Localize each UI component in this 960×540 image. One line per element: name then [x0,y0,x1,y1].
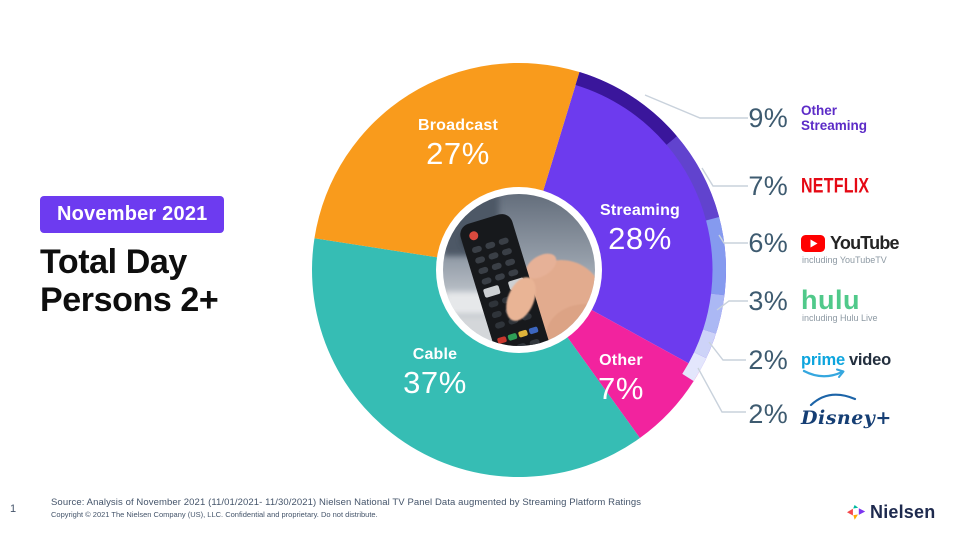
leader-hulu [716,300,748,311]
broadcast-pct: 27% [426,136,490,171]
other-streaming-pct-label: 9% [748,102,788,133]
ring-arc-disney [682,352,707,382]
streaming-name: Streaming [599,202,681,219]
ring-arc-other-streaming [575,72,677,145]
broadcast-name: Broadcast [417,117,499,134]
legend-row-netflix: 7% NETFLIX [742,164,886,208]
leader-lines [644,94,748,413]
youtube-pct-label: 6% [748,227,788,258]
title-line1: Total Day [40,243,187,281]
disney-plus-logo: Disney+ [801,393,892,429]
other-streaming-line1: Other [801,102,838,118]
cable-pct: 37% [403,365,467,400]
legend-row-hulu: 3% hulu including Hulu Live [742,279,878,323]
youtube-logo: YouTube including YouTubeTV [801,232,900,265]
hulu-note: including Hulu Live [802,312,878,323]
pie-label-broadcast: Broadcast 27% [383,117,533,172]
hulu-wordmark: hulu [801,285,860,316]
pie-label-other: Other 7% [546,352,696,407]
pie-label-cable: Cable 37% [360,346,510,401]
prime-video-logo: prime video [801,350,892,378]
ring-arc-netflix [666,136,720,221]
streaming-pct: 28% [608,221,672,256]
nielsen-logo: Nielsen [847,502,935,523]
other-streaming-label: Other Streaming [801,103,867,133]
page-title: Total Day Persons 2+ [40,243,219,320]
legend-row-prime-video: 2% prime video [742,338,891,382]
other-name: Other [599,352,643,369]
title-line2: Persons 2+ [40,281,219,320]
cable-name: Cable [412,346,458,363]
video-wordmark: video [848,350,892,369]
date-badge: November 2021 [40,196,225,233]
other-streaming-line2: Streaming [801,118,868,133]
streaming-breakdown-ring [575,72,727,382]
thumb [506,277,536,321]
netflix-pct-label: 7% [748,170,788,201]
prime-smile-arrow-icon [802,368,845,378]
nielsen-wordmark: Nielsen [870,502,936,522]
prime-video-pct-label: 2% [748,344,788,375]
youtube-play-icon [801,234,825,252]
leader-prime-video [708,341,746,361]
source-text: Source: Analysis of November 2021 (11/01… [51,497,642,508]
pie-label-streaming: Streaming 28% [565,202,715,257]
legend-row-youtube: 6% YouTube including YouTubeTV [742,221,899,265]
disney-plus-wordmark: Disney+ [801,407,892,429]
leader-disney-plus [697,367,746,413]
other-pct: 7% [597,371,644,406]
legend-row-other-streaming: 9% Other Streaming [742,96,867,140]
ring-arc-youtube [706,217,727,296]
youtube-note: including YouTubeTV [802,254,887,265]
disney-arc-flourish-icon [809,393,857,407]
nielsen-logo-mark-icon [847,505,866,520]
youtube-wordmark: YouTube [830,232,900,253]
leader-netflix [701,167,748,187]
hulu-pct-label: 3% [748,285,788,316]
leader-youtube [718,234,748,244]
hulu-logo: hulu including Hulu Live [801,285,878,323]
disney-plus-pct-label: 2% [748,398,788,429]
ring-arc-hulu [703,293,725,334]
page-number: 1 [10,503,17,515]
leader-other-streaming [644,94,748,119]
ring-arc-prime-video [694,329,716,359]
prime-wordmark: prime [801,350,845,369]
copyright-text: Copyright © 2021 The Nielsen Company (US… [51,510,378,519]
pie-segment-cable [312,238,640,477]
legend-row-disney-plus: 2% Disney+ [742,392,892,436]
netflix-logo: NETFLIX [801,173,870,198]
